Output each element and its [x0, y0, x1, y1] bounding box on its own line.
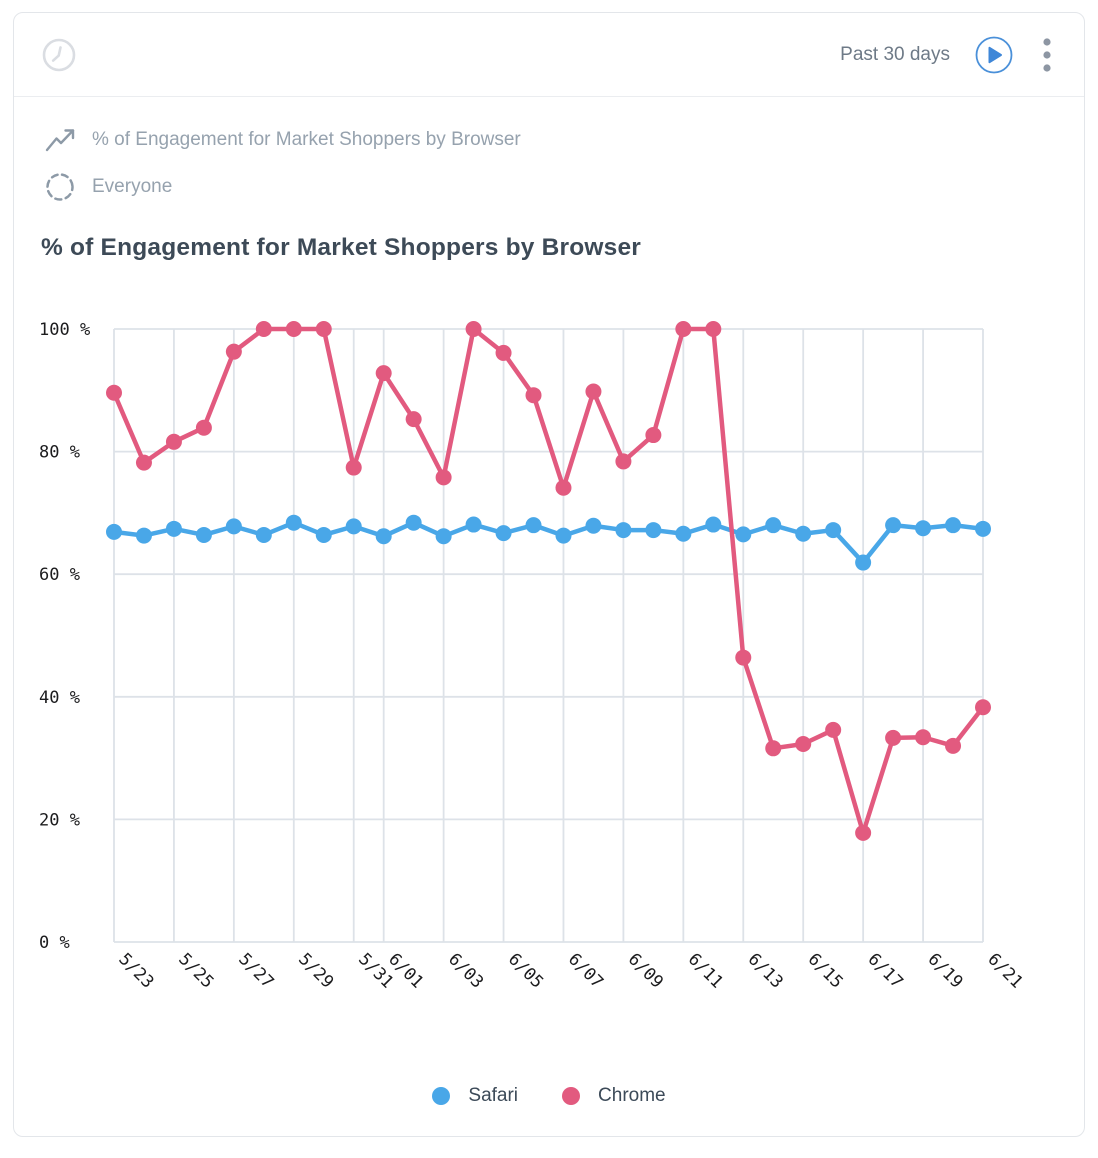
clock-icon — [40, 36, 78, 74]
line-chart: 0 % 20 % 40 % 60 % 80 % 100 % 5/23 5/25 5/27 5/29… — [39, 320, 1027, 992]
svg-text:100 %: 100 % — [39, 320, 90, 340]
card-header: Past 30 days — [14, 13, 1084, 97]
run-query-button[interactable] — [974, 35, 1014, 75]
svg-text:6/21: 6/21 — [983, 949, 1026, 992]
chart-title: % of Engagement for Market Shoppers by B… — [41, 234, 642, 261]
svg-text:6/15: 6/15 — [804, 949, 847, 992]
segment-label: Everyone — [92, 176, 173, 197]
svg-text:5/27: 5/27 — [234, 949, 277, 992]
svg-text:6/17: 6/17 — [864, 949, 907, 992]
chrome-series — [106, 321, 991, 841]
kebab-menu-icon — [1043, 37, 1051, 72]
safari-series — [106, 514, 991, 571]
svg-text:6/03: 6/03 — [444, 949, 487, 992]
trend-line-icon — [43, 127, 77, 153]
safari-legend-label: Safari — [468, 1085, 519, 1106]
svg-text:5/29: 5/29 — [294, 949, 337, 992]
svg-text:6/11: 6/11 — [684, 949, 727, 992]
safari-legend-dot — [432, 1087, 451, 1105]
svg-text:0 %: 0 % — [39, 933, 70, 953]
more-options-button[interactable] — [1040, 34, 1054, 76]
svg-text:40 %: 40 % — [39, 688, 80, 708]
chrome-legend-label: Chrome — [598, 1085, 666, 1106]
legend-item-safari[interactable]: Safari — [432, 1085, 518, 1107]
dashed-circle-icon — [43, 171, 77, 203]
svg-text:20 %: 20 % — [39, 810, 80, 830]
legend-item-chrome[interactable]: Chrome — [562, 1085, 666, 1107]
chrome-legend-dot — [562, 1087, 581, 1105]
y-axis-labels: 0 % 20 % 40 % 60 % 80 % 100 % — [39, 320, 90, 953]
svg-text:80 %: 80 % — [39, 443, 80, 463]
segment-row: Everyone — [43, 171, 172, 203]
metric-row: % of Engagement for Market Shoppers by B… — [43, 127, 521, 153]
metric-label: % of Engagement for Market Shoppers by B… — [92, 129, 521, 150]
svg-text:5/23: 5/23 — [114, 949, 157, 992]
svg-text:6/09: 6/09 — [624, 949, 667, 992]
gridlines — [113, 328, 984, 943]
svg-text:60 %: 60 % — [39, 565, 80, 585]
x-axis-labels: 5/23 5/25 5/27 5/29 5/316/01 6/03 6/05 6/07 6/09… — [114, 949, 1026, 992]
date-range-selector[interactable]: Past 30 days — [840, 43, 950, 65]
svg-text:6/13: 6/13 — [744, 949, 787, 992]
svg-text:5/25: 5/25 — [174, 949, 217, 992]
svg-text:6/19: 6/19 — [924, 949, 967, 992]
report-card: Past 30 days % of Engagement for Market … — [13, 12, 1085, 1137]
chart-legend: Safari Chrome — [14, 1085, 1084, 1107]
svg-text:6/05: 6/05 — [504, 949, 547, 992]
svg-text:6/07: 6/07 — [564, 949, 607, 992]
